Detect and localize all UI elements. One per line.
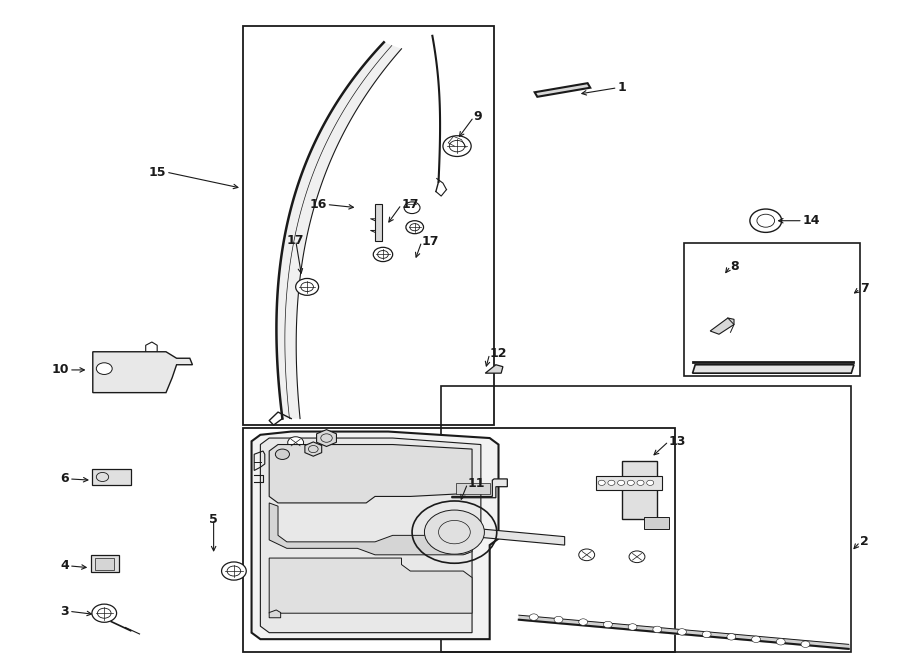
Circle shape xyxy=(629,551,645,563)
Circle shape xyxy=(579,619,588,626)
Text: 3: 3 xyxy=(60,605,69,618)
Text: 2: 2 xyxy=(860,536,868,548)
Bar xyxy=(91,555,119,573)
Text: 13: 13 xyxy=(669,435,686,448)
Circle shape xyxy=(404,202,420,214)
Circle shape xyxy=(374,248,392,261)
Text: 17: 17 xyxy=(401,198,419,211)
Text: 4: 4 xyxy=(60,559,69,573)
Circle shape xyxy=(617,480,625,485)
Circle shape xyxy=(96,363,112,375)
Text: 11: 11 xyxy=(468,477,485,490)
Polygon shape xyxy=(260,438,481,633)
Text: 1: 1 xyxy=(617,81,626,94)
Circle shape xyxy=(678,629,687,635)
Polygon shape xyxy=(317,430,337,446)
Circle shape xyxy=(652,626,662,633)
Bar xyxy=(684,244,860,377)
Circle shape xyxy=(275,449,290,459)
Circle shape xyxy=(455,542,472,554)
Polygon shape xyxy=(459,527,564,545)
Bar xyxy=(94,558,114,570)
Bar xyxy=(441,386,851,652)
Circle shape xyxy=(295,279,319,295)
Bar xyxy=(596,476,662,490)
Polygon shape xyxy=(269,610,281,618)
Circle shape xyxy=(529,614,538,620)
Polygon shape xyxy=(93,352,193,393)
Bar xyxy=(92,469,130,485)
Polygon shape xyxy=(276,42,401,418)
Bar xyxy=(375,205,382,242)
Circle shape xyxy=(554,616,562,623)
Polygon shape xyxy=(535,83,590,97)
Text: 5: 5 xyxy=(209,512,218,526)
Text: 14: 14 xyxy=(803,214,820,227)
Bar xyxy=(243,428,675,652)
Text: 8: 8 xyxy=(731,260,739,273)
Circle shape xyxy=(702,631,711,638)
Text: 9: 9 xyxy=(473,111,482,123)
Polygon shape xyxy=(485,365,503,373)
Circle shape xyxy=(727,634,736,640)
Circle shape xyxy=(608,480,615,485)
Text: 12: 12 xyxy=(490,347,508,360)
Polygon shape xyxy=(305,442,321,456)
Text: 7: 7 xyxy=(860,282,868,295)
Circle shape xyxy=(604,621,612,628)
Circle shape xyxy=(288,437,303,448)
Circle shape xyxy=(750,209,781,232)
Polygon shape xyxy=(252,432,499,639)
Circle shape xyxy=(425,510,484,554)
Circle shape xyxy=(598,480,605,485)
Polygon shape xyxy=(269,445,472,503)
Polygon shape xyxy=(269,503,472,555)
Bar xyxy=(456,483,490,495)
Circle shape xyxy=(801,641,810,647)
Circle shape xyxy=(777,639,785,645)
Circle shape xyxy=(579,549,595,561)
Text: 16: 16 xyxy=(309,198,327,211)
Bar xyxy=(243,26,494,425)
Circle shape xyxy=(221,562,247,580)
Circle shape xyxy=(406,220,424,234)
Circle shape xyxy=(752,636,760,643)
Circle shape xyxy=(443,136,472,156)
Bar xyxy=(644,517,669,529)
Circle shape xyxy=(628,624,637,630)
Text: 17: 17 xyxy=(287,234,304,247)
Text: 10: 10 xyxy=(51,363,69,377)
Text: 17: 17 xyxy=(422,235,439,248)
Polygon shape xyxy=(710,318,734,334)
Text: 6: 6 xyxy=(60,473,69,485)
Circle shape xyxy=(637,480,644,485)
Circle shape xyxy=(647,480,653,485)
Circle shape xyxy=(92,604,117,622)
Polygon shape xyxy=(452,479,508,498)
Circle shape xyxy=(627,480,634,485)
Text: 15: 15 xyxy=(148,166,166,179)
Polygon shape xyxy=(693,365,854,373)
Bar xyxy=(622,461,657,519)
Polygon shape xyxy=(269,558,472,613)
